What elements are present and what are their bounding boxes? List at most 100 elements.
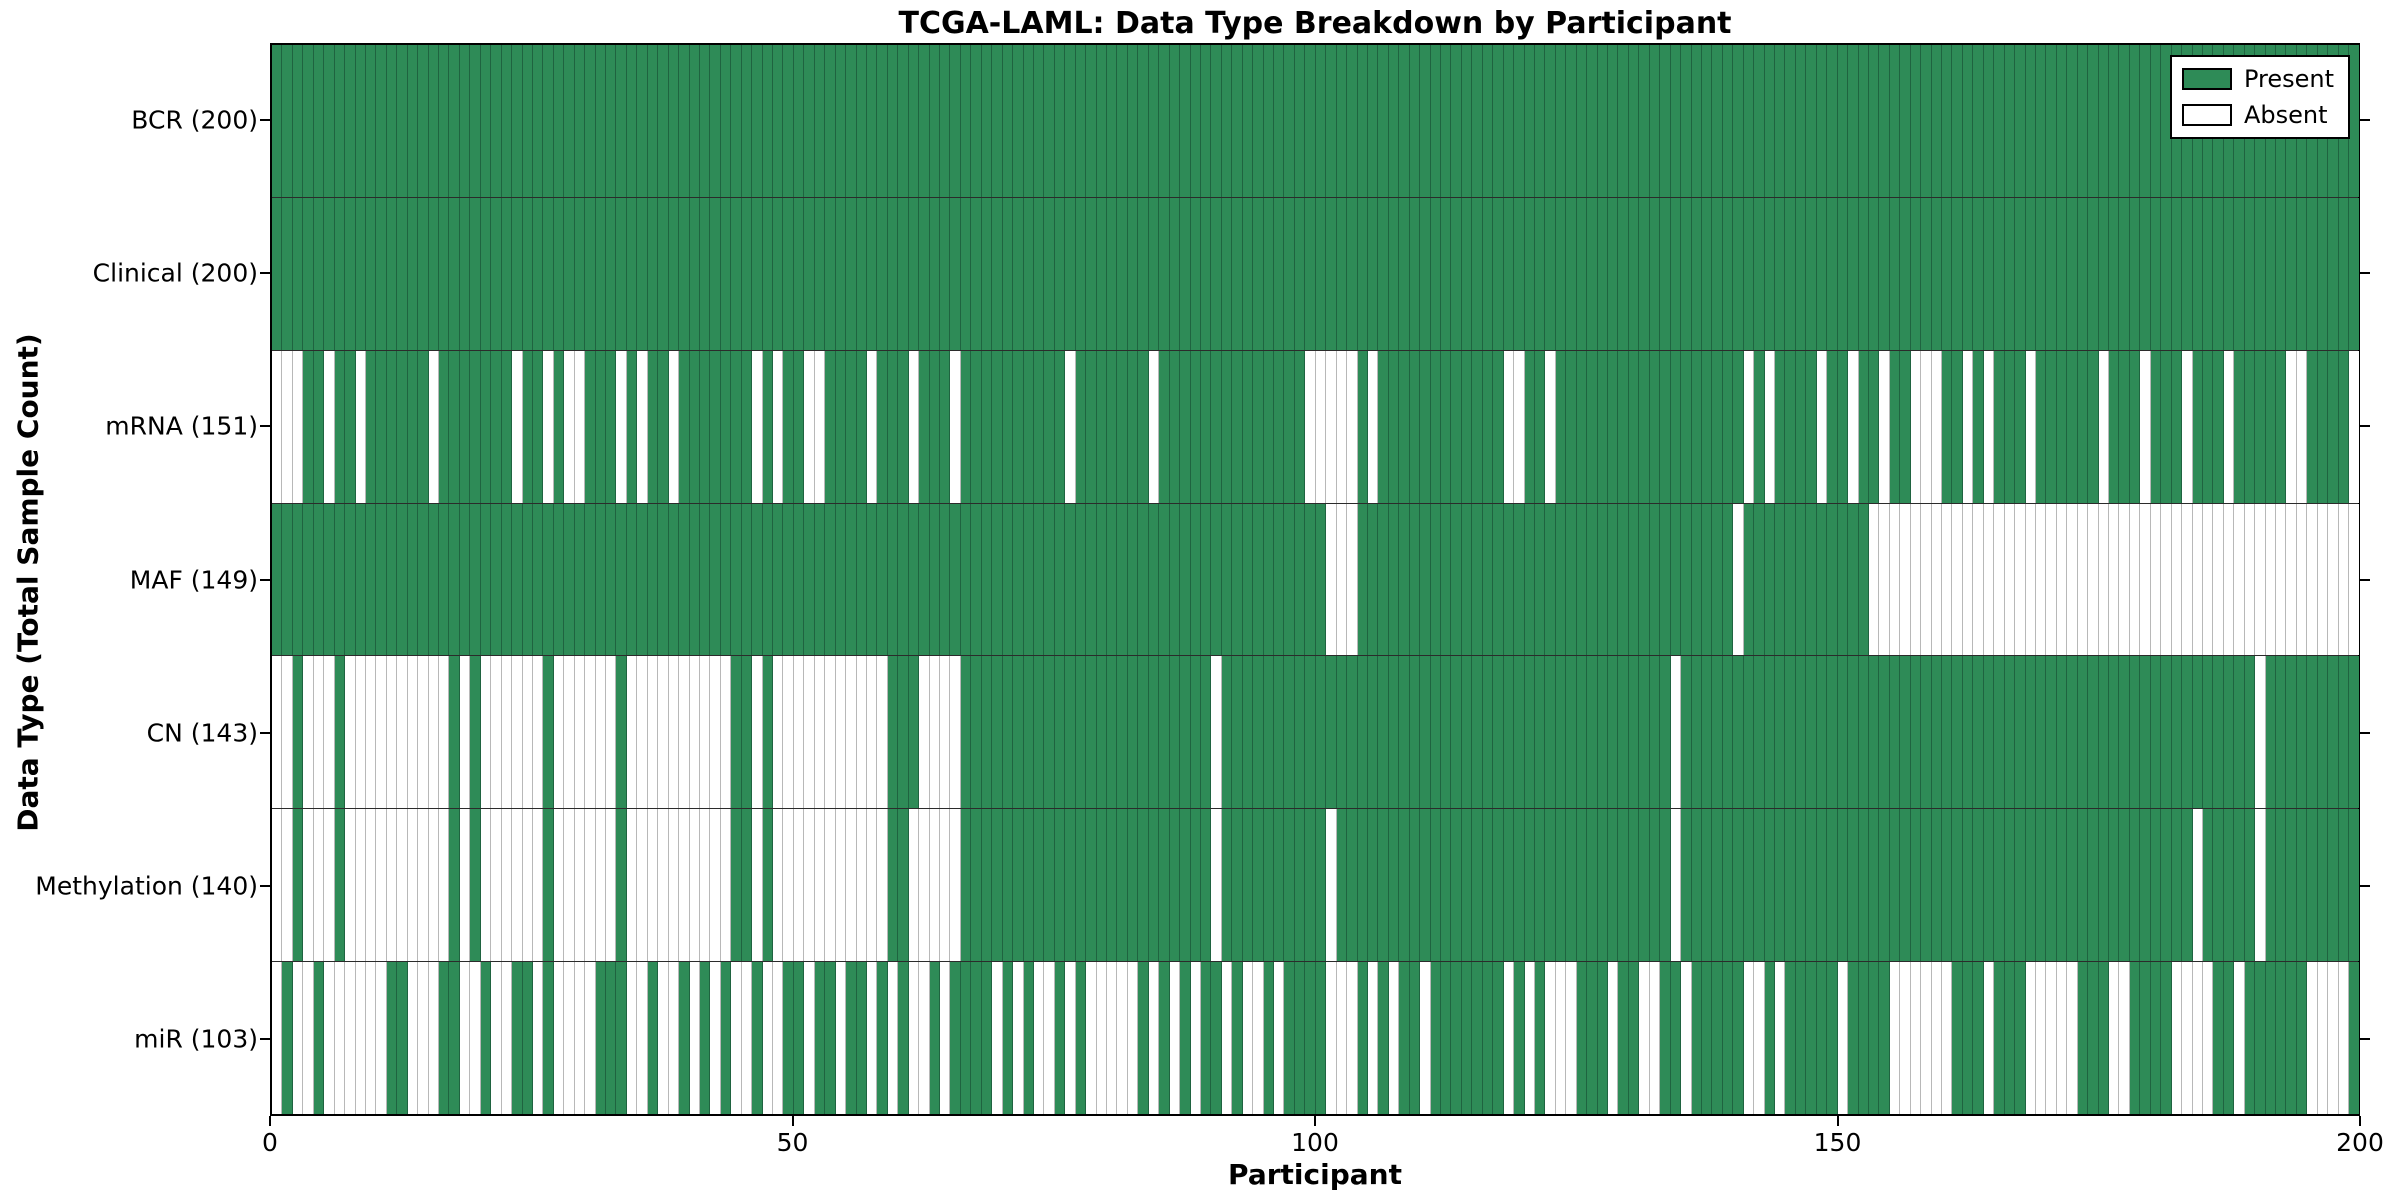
- cell: [2338, 503, 2350, 656]
- cell: [1013, 809, 1024, 962]
- cell: [1555, 350, 1567, 503]
- cell: [1420, 656, 1431, 809]
- cell: [2150, 656, 2162, 809]
- cell: [1806, 656, 1817, 809]
- cell: [1879, 503, 1890, 656]
- cell: [1242, 809, 1254, 962]
- x-tick-label: 0: [262, 1128, 278, 1157]
- cell: [2129, 503, 2141, 656]
- cell: [2067, 656, 2078, 809]
- cell: [1576, 350, 1588, 503]
- cell: [762, 656, 773, 809]
- cell: [1712, 45, 1723, 197]
- cell: [407, 809, 419, 962]
- cell: [491, 45, 502, 197]
- cell: [1482, 962, 1494, 1115]
- cell: [2296, 656, 2308, 809]
- cell: [459, 503, 471, 656]
- cell: [1827, 656, 1838, 809]
- cell: [689, 503, 700, 656]
- cell: [1086, 656, 1097, 809]
- cell: [1200, 197, 1212, 350]
- cell: [397, 656, 408, 809]
- cell: [585, 962, 596, 1115]
- cell: [992, 809, 1003, 962]
- cell: [365, 503, 377, 656]
- cell: [1378, 503, 1389, 656]
- cell: [720, 197, 732, 350]
- cell: [1200, 45, 1212, 197]
- cell: [793, 962, 805, 1115]
- cell: [919, 656, 930, 809]
- cell: [272, 350, 283, 503]
- cell: [1764, 962, 1775, 1115]
- cell: [1827, 503, 1838, 656]
- cell: [1357, 45, 1368, 197]
- cell: [762, 809, 773, 962]
- cell: [626, 503, 638, 656]
- cell: [1816, 350, 1828, 503]
- cell: [1159, 656, 1170, 809]
- cell: [2119, 809, 2130, 962]
- cell: [731, 809, 742, 962]
- cell: [1795, 962, 1807, 1115]
- cell: [1858, 350, 1869, 503]
- cell: [1232, 809, 1243, 962]
- cell: [1002, 45, 1014, 197]
- x-tick-mark: [1314, 1116, 1316, 1126]
- cell: [668, 197, 680, 350]
- cell: [1837, 503, 1849, 656]
- cell: [1399, 350, 1410, 503]
- cell: [595, 197, 606, 350]
- cell: [2276, 503, 2287, 656]
- cell: [1628, 503, 1640, 656]
- cell: [887, 197, 899, 350]
- cell: [1879, 45, 1890, 197]
- cell: [532, 962, 544, 1115]
- cell: [543, 45, 554, 197]
- cell: [1514, 656, 1525, 809]
- cell: [282, 503, 293, 656]
- cell: [2119, 503, 2130, 656]
- cell: [825, 809, 836, 962]
- cell: [595, 962, 606, 1115]
- cell: [2056, 197, 2068, 350]
- cell: [1608, 656, 1619, 809]
- cell: [877, 809, 888, 962]
- cell: [1347, 503, 1358, 656]
- cell: [553, 197, 565, 350]
- absent-swatch: [2181, 104, 2232, 126]
- cell: [1420, 809, 1431, 962]
- cell: [1180, 656, 1191, 809]
- cell: [1868, 45, 1880, 197]
- cell: [2244, 197, 2256, 350]
- cell: [1305, 809, 1316, 962]
- cell: [1524, 350, 1535, 503]
- cell: [1848, 350, 1859, 503]
- cell: [658, 962, 669, 1115]
- cell: [720, 503, 732, 656]
- cell: [1148, 45, 1160, 197]
- cell: [2015, 350, 2026, 503]
- cell: [2067, 350, 2078, 503]
- cell: [1378, 809, 1389, 962]
- cell: [1994, 656, 2005, 809]
- cell: [1033, 503, 1045, 656]
- cell: [2056, 503, 2068, 656]
- cell: [512, 350, 523, 503]
- cell: [1033, 45, 1045, 197]
- cell: [1837, 962, 1849, 1115]
- cell: [699, 656, 711, 809]
- cell: [480, 45, 492, 197]
- cell: [491, 962, 502, 1115]
- cell: [2004, 197, 2016, 350]
- cell: [376, 656, 387, 809]
- cell: [1931, 962, 1942, 1115]
- cell: [407, 503, 419, 656]
- cell: [1044, 809, 1055, 962]
- cell: [480, 503, 492, 656]
- cell: [1670, 350, 1682, 503]
- cell: [1973, 809, 1984, 962]
- cell: [1921, 350, 1932, 503]
- cell: [1775, 503, 1786, 656]
